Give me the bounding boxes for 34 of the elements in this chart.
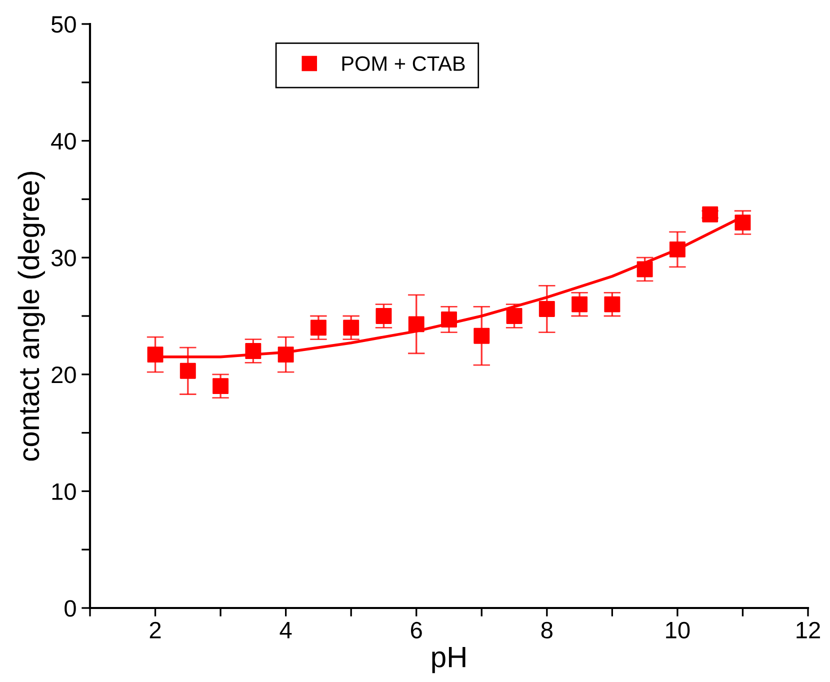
point (604, 296, 620, 312)
x-tick-label: 6 (411, 622, 422, 639)
y-tick-label: 20 (52, 366, 76, 384)
point (245, 343, 262, 360)
point (310, 320, 326, 336)
legend-label: POM + CTAB (342, 56, 465, 71)
y-tick-label: 50 (51, 16, 76, 33)
x-tick-label: 12 (796, 622, 820, 638)
point (441, 312, 457, 328)
y-tick-label: 0 (64, 600, 76, 617)
point (506, 308, 522, 324)
point (474, 328, 490, 344)
point (180, 362, 196, 379)
x-tick-label: 2 (150, 622, 161, 638)
x-tick-label: 10 (666, 622, 690, 639)
point (147, 346, 164, 363)
x-tick-label: 8 (541, 622, 552, 639)
y-tick-label: 10 (52, 483, 76, 500)
y-tick-label: 40 (51, 132, 76, 150)
point (212, 378, 229, 394)
point (734, 214, 751, 231)
point (538, 301, 555, 317)
x-axis-title: pH (432, 647, 466, 674)
point (702, 206, 718, 222)
y-axis-title: contact angle (degree) (18, 172, 45, 461)
point (636, 261, 653, 278)
point (669, 241, 686, 258)
point (572, 296, 588, 312)
y-tick-label: 30 (51, 250, 76, 266)
point (343, 320, 360, 336)
x-tick-label: 4 (280, 622, 292, 638)
point (278, 346, 294, 363)
point (376, 308, 392, 324)
point (408, 316, 424, 332)
